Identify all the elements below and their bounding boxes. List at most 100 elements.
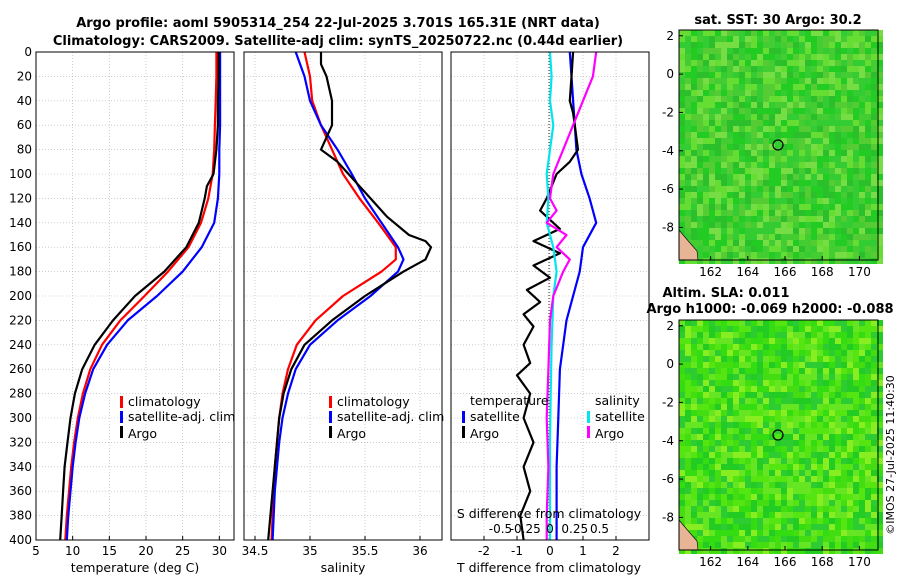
map-pixel [865, 216, 871, 222]
map-pixel [745, 488, 751, 494]
map-pixel [811, 452, 817, 458]
map-pixel [799, 362, 805, 368]
map-pixel [691, 524, 697, 530]
map-pixel [811, 228, 817, 234]
map-pixel [709, 90, 715, 96]
map-pixel [715, 216, 721, 222]
map-pixel [703, 368, 709, 374]
map-pixel [763, 428, 769, 434]
map-pixel [721, 368, 727, 374]
map-pixel [793, 458, 799, 464]
map-pixel [805, 434, 811, 440]
map-pixel [877, 464, 883, 470]
map-pixel [877, 204, 883, 210]
map-pixel [721, 240, 727, 246]
map-pixel [757, 120, 763, 126]
map-pixel [817, 84, 823, 90]
lon-tick-label: 168 [811, 555, 834, 569]
map-pixel [817, 48, 823, 54]
map-pixel [787, 126, 793, 132]
map-pixel [721, 180, 727, 186]
map-pixel [763, 476, 769, 482]
map-pixel [769, 446, 775, 452]
map-pixel [817, 374, 823, 380]
map-pixel [787, 344, 793, 350]
map-pixel [829, 252, 835, 258]
map-pixel [865, 246, 871, 252]
x-tick-label: 30 [212, 544, 227, 558]
map-pixel [751, 192, 757, 198]
map-pixel [877, 542, 883, 548]
map-pixel [853, 434, 859, 440]
map-pixel [811, 156, 817, 162]
map-pixel [685, 144, 691, 150]
map-pixel [709, 434, 715, 440]
map-pixel [739, 204, 745, 210]
map-pixel [745, 72, 751, 78]
map-pixel [703, 488, 709, 494]
map-pixel [841, 132, 847, 138]
map-pixel [775, 356, 781, 362]
map-pixel [793, 198, 799, 204]
map-pixel [781, 150, 787, 156]
map-pixel [829, 48, 835, 54]
map-pixel [805, 536, 811, 542]
map-pixel [835, 90, 841, 96]
map-pixel [799, 168, 805, 174]
map-pixel [703, 356, 709, 362]
map-pixel [823, 210, 829, 216]
map-pixel [853, 464, 859, 470]
map-pixel [853, 198, 859, 204]
map-pixel [709, 132, 715, 138]
map-pixel [691, 410, 697, 416]
map-pixel [793, 102, 799, 108]
map-pixel [853, 320, 859, 326]
map-pixel [709, 30, 715, 36]
map-pixel [709, 126, 715, 132]
map-pixel [727, 350, 733, 356]
map-pixel [739, 36, 745, 42]
map-pixel [733, 380, 739, 386]
map-pixel [703, 240, 709, 246]
map-pixel [877, 332, 883, 338]
lat-tick-label: -4 [662, 434, 674, 448]
map-pixel [757, 102, 763, 108]
map-pixel [811, 494, 817, 500]
map-pixel [781, 126, 787, 132]
map-pixel [679, 452, 685, 458]
map-pixel [871, 30, 877, 36]
map-pixel [763, 458, 769, 464]
map-pixel [697, 216, 703, 222]
map-pixel [685, 488, 691, 494]
map-pixel [841, 162, 847, 168]
map-pixel [763, 78, 769, 84]
map-pixel [763, 84, 769, 90]
map-pixel [751, 120, 757, 126]
map-pixel [679, 374, 685, 380]
map-pixel [751, 96, 757, 102]
map-pixel [799, 66, 805, 72]
map-pixel [679, 192, 685, 198]
map-pixel [799, 446, 805, 452]
map-pixel [727, 428, 733, 434]
map-pixel [805, 530, 811, 536]
map-pixel [829, 132, 835, 138]
map-pixel [739, 458, 745, 464]
map-pixel [727, 192, 733, 198]
map-pixel [871, 216, 877, 222]
map-pixel [853, 380, 859, 386]
map-pixel [775, 428, 781, 434]
map-pixel [745, 536, 751, 542]
map-pixel [751, 36, 757, 42]
map-pixel [847, 204, 853, 210]
map-pixel [799, 228, 805, 234]
map-pixel [781, 246, 787, 252]
map-pixel [751, 524, 757, 530]
map-pixel [799, 180, 805, 186]
map-pixel [745, 428, 751, 434]
map-pixel [763, 434, 769, 440]
map-pixel [733, 434, 739, 440]
map-pixel [745, 506, 751, 512]
map-pixel [799, 246, 805, 252]
map-pixel [865, 356, 871, 362]
